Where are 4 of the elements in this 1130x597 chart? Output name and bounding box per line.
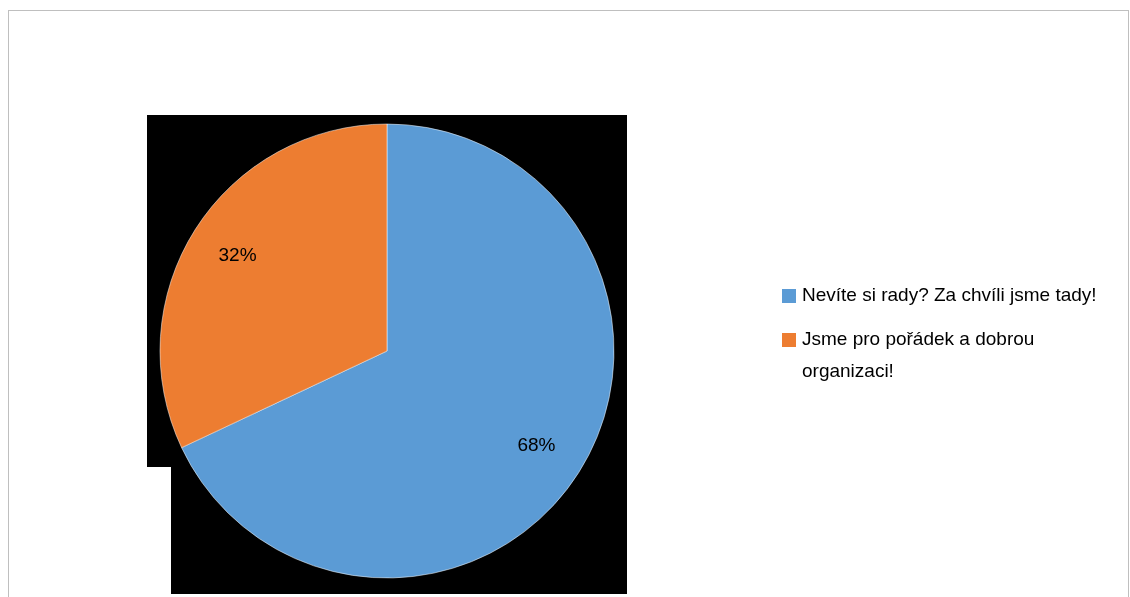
data-label: 32% bbox=[218, 244, 257, 266]
legend-label: Jsme pro pořádek a dobrou organizaci! bbox=[802, 328, 1035, 382]
legend-label: Nevíte si rady? Za chvíli jsme tady! bbox=[802, 284, 1097, 306]
data-label: 68% bbox=[517, 433, 556, 455]
